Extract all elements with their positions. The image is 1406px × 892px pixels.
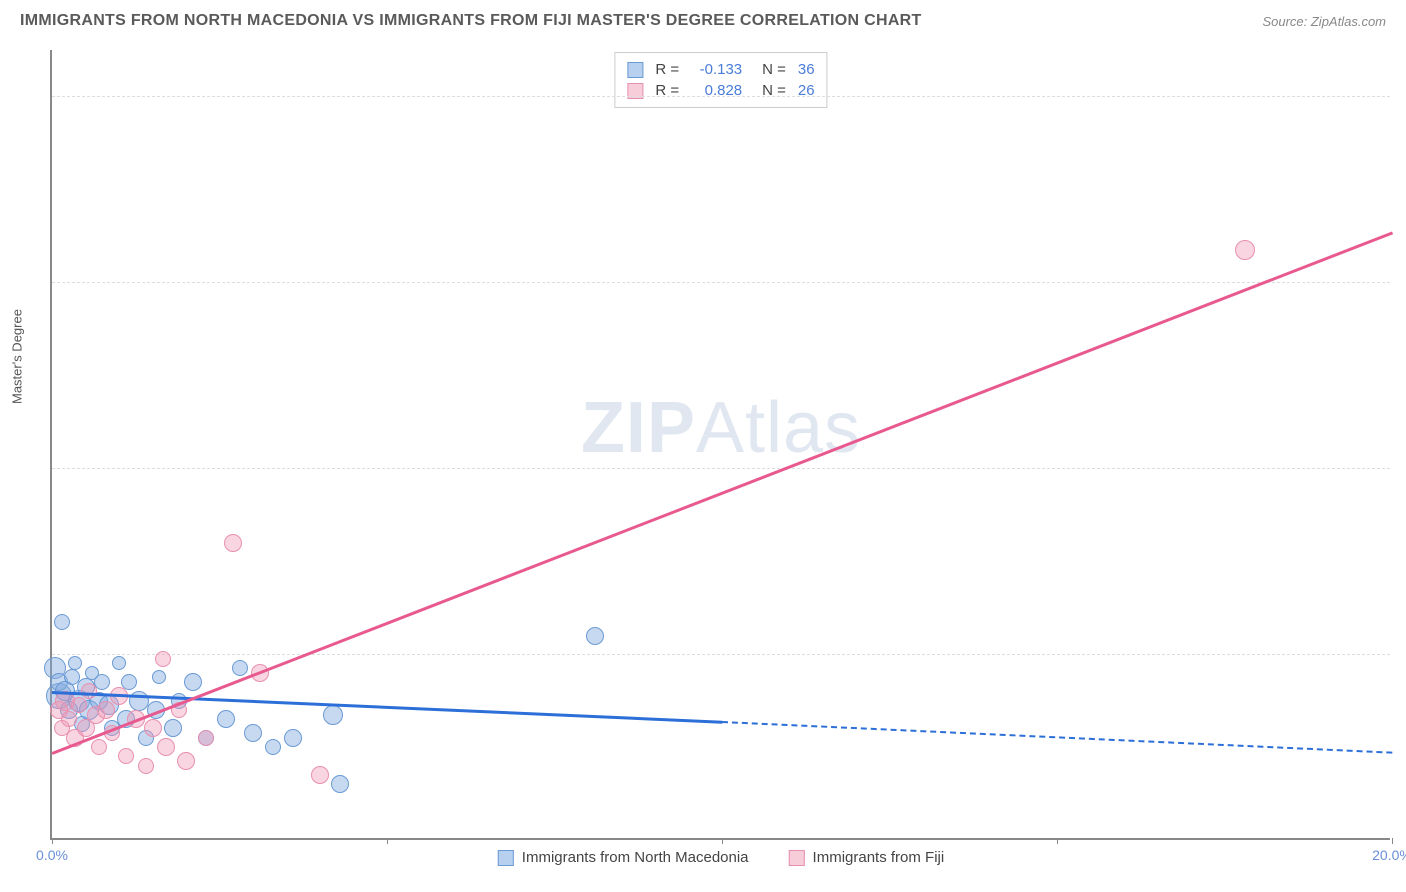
data-point	[71, 697, 87, 713]
data-point	[164, 719, 182, 737]
data-point	[284, 729, 302, 747]
data-point	[152, 670, 166, 684]
x-tick	[722, 838, 723, 844]
data-point	[81, 683, 97, 699]
data-point	[91, 739, 107, 755]
r-value: -0.133	[687, 61, 742, 78]
legend-item: Immigrants from North Macedonia	[498, 849, 749, 866]
data-point	[157, 738, 175, 756]
x-tick-label: 0.0%	[36, 847, 68, 863]
data-point	[112, 656, 126, 670]
x-tick-label: 20.0%	[1372, 847, 1406, 863]
legend-stats-row: R =0.828N =26	[627, 80, 814, 101]
legend-stats: R = -0.133 N = 36 R =0.828N =26	[614, 52, 827, 108]
chart-container: ZIPAtlas Master's Degree R =-0.133N =36R…	[50, 50, 1390, 840]
data-point	[265, 739, 281, 755]
gridline	[52, 282, 1390, 283]
watermark: ZIPAtlas	[581, 387, 861, 469]
data-point	[177, 752, 195, 770]
data-point	[94, 674, 110, 690]
data-point	[118, 748, 134, 764]
gridline	[52, 96, 1390, 97]
data-point	[311, 766, 329, 784]
x-tick	[1057, 838, 1058, 844]
y-tick-label: 20.0%	[1397, 646, 1406, 662]
y-axis-title: Master's Degree	[10, 309, 25, 404]
data-point	[138, 758, 154, 774]
data-point	[232, 660, 248, 676]
data-point	[97, 701, 115, 719]
data-point	[224, 534, 242, 552]
data-point	[155, 651, 171, 667]
chart-title: IMMIGRANTS FROM NORTH MACEDONIA VS IMMIG…	[20, 12, 922, 30]
legend-swatch	[498, 850, 514, 866]
legend-swatch	[627, 62, 643, 78]
trend-line	[52, 231, 1393, 754]
x-tick	[387, 838, 388, 844]
legend-series: Immigrants from North Macedonia Immigrant…	[498, 849, 944, 866]
y-tick-label: 80.0%	[1397, 88, 1406, 104]
data-point	[1235, 240, 1255, 260]
legend-item: Immigrants from Fiji	[789, 849, 945, 866]
plot-area: ZIPAtlas Master's Degree R =-0.133N =36R…	[50, 50, 1390, 840]
legend-stats-row: R = -0.133 N = 36	[627, 59, 814, 80]
x-tick	[52, 838, 53, 844]
data-point	[184, 673, 202, 691]
data-point	[331, 775, 349, 793]
data-point	[198, 730, 214, 746]
x-tick	[1392, 838, 1393, 844]
y-tick-label: 40.0%	[1397, 460, 1406, 476]
r-label: R =	[655, 61, 679, 78]
legend-label: Immigrants from North Macedonia	[522, 849, 749, 866]
chart-header: IMMIGRANTS FROM NORTH MACEDONIA VS IMMIG…	[0, 0, 1406, 38]
data-point	[217, 710, 235, 728]
data-point	[586, 627, 604, 645]
data-point	[244, 724, 262, 742]
legend-label: Immigrants from Fiji	[813, 849, 945, 866]
gridline	[52, 654, 1390, 655]
legend-swatch	[789, 850, 805, 866]
data-point	[323, 705, 343, 725]
data-point	[61, 711, 77, 727]
chart-source: Source: ZipAtlas.com	[1262, 14, 1386, 29]
trend-line	[722, 721, 1392, 754]
data-point	[54, 614, 70, 630]
data-point	[68, 656, 82, 670]
n-value: 36	[798, 61, 815, 78]
gridline	[52, 468, 1390, 469]
data-point	[144, 719, 162, 737]
y-tick-label: 60.0%	[1397, 274, 1406, 290]
n-label: N =	[762, 61, 786, 78]
